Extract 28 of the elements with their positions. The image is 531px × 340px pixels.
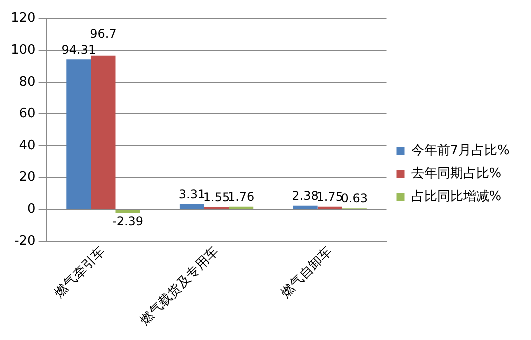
data-label: -2.39 xyxy=(112,214,144,229)
y-tick-label: 60 xyxy=(19,106,36,122)
data-label: 1.75 xyxy=(316,190,344,204)
y-tick-label: 100 xyxy=(10,42,36,58)
bar xyxy=(91,56,116,210)
data-label: 2.38 xyxy=(292,188,319,203)
x-tick-label: 燃气载货及专用车 xyxy=(138,244,222,329)
x-tick-label: 燃气牵引车 xyxy=(52,244,109,302)
legend-label: 去年同期占比% xyxy=(411,166,502,182)
data-label: 3.31 xyxy=(178,187,206,202)
data-label: 0.63 xyxy=(341,192,368,206)
y-tick-label: 0 xyxy=(28,202,36,217)
bar xyxy=(66,60,92,210)
data-label: 94.31 xyxy=(62,42,96,57)
x-tick-label: 燃气自卸车 xyxy=(278,244,336,302)
legend-label: 今年前7月占比% xyxy=(411,143,510,158)
bar xyxy=(116,210,140,214)
y-tick-label: 20 xyxy=(19,170,36,186)
y-tick-label: 120 xyxy=(10,11,36,26)
legend-label: 占比同比增减% xyxy=(411,189,502,204)
data-label: 1.55 xyxy=(203,190,230,204)
data-label: 96.7 xyxy=(90,26,117,41)
bar xyxy=(180,204,205,210)
data-label: 1.76 xyxy=(228,190,255,204)
y-tick-label: -20 xyxy=(14,234,36,249)
y-tick-label: 80 xyxy=(19,74,36,90)
bar xyxy=(293,206,318,210)
y-tick-label: 40 xyxy=(19,138,36,154)
